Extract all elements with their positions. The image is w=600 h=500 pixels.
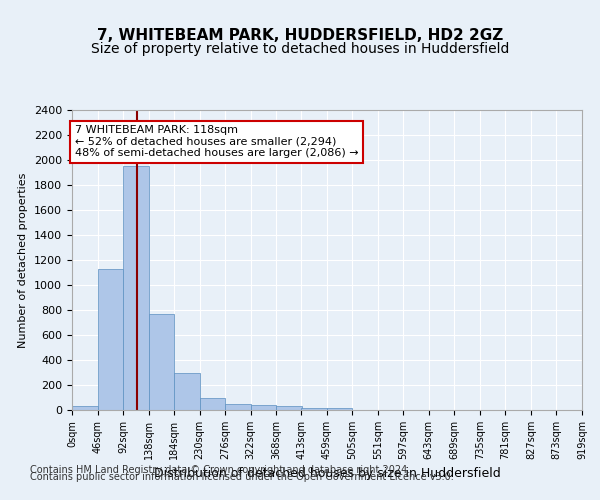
Text: 7, WHITEBEAM PARK, HUDDERSFIELD, HD2 2GZ: 7, WHITEBEAM PARK, HUDDERSFIELD, HD2 2GZ bbox=[97, 28, 503, 42]
Bar bbox=[200, 398, 225, 410]
Bar bbox=[123, 166, 149, 410]
Text: Contains HM Land Registry data © Crown copyright and database right 2024.: Contains HM Land Registry data © Crown c… bbox=[30, 465, 410, 475]
Text: Size of property relative to detached houses in Huddersfield: Size of property relative to detached ho… bbox=[91, 42, 509, 56]
Bar bbox=[72, 406, 98, 410]
Text: Contains public sector information licensed under the Open Government Licence v3: Contains public sector information licen… bbox=[30, 472, 454, 482]
Bar bbox=[301, 408, 327, 410]
Bar bbox=[149, 314, 174, 410]
X-axis label: Distribution of detached houses by size in Huddersfield: Distribution of detached houses by size … bbox=[154, 468, 500, 480]
Y-axis label: Number of detached properties: Number of detached properties bbox=[19, 172, 28, 348]
Bar bbox=[225, 404, 251, 410]
Bar bbox=[276, 406, 302, 410]
Bar bbox=[174, 372, 200, 410]
Bar bbox=[327, 408, 352, 410]
Bar bbox=[251, 405, 276, 410]
Text: 7 WHITEBEAM PARK: 118sqm
← 52% of detached houses are smaller (2,294)
48% of sem: 7 WHITEBEAM PARK: 118sqm ← 52% of detach… bbox=[75, 125, 358, 158]
Bar bbox=[98, 269, 123, 410]
